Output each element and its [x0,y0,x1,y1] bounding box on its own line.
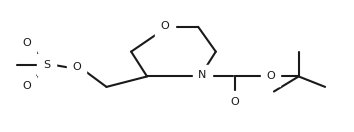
Text: O: O [231,97,240,107]
Text: O: O [266,71,275,81]
Text: N: N [198,70,207,80]
Text: O: O [72,62,81,72]
Text: O: O [160,21,169,31]
Text: S: S [43,60,50,70]
Text: O: O [22,81,31,91]
Text: O: O [22,38,31,48]
